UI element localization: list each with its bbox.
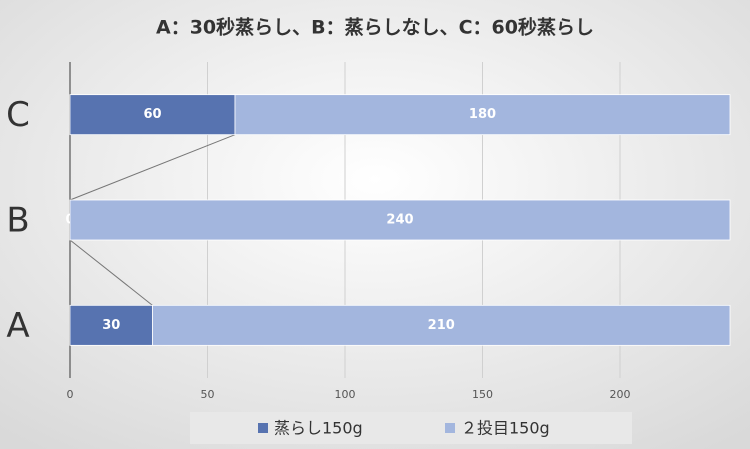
bar-segment — [234, 94, 731, 136]
chart-title: A：30秒蒸らし、B：蒸らしなし、C：60秒蒸らし — [156, 16, 594, 39]
y-tick-label: B — [6, 201, 29, 241]
bar-segment — [152, 304, 731, 346]
data-label: 210 — [428, 318, 455, 333]
legend-box — [190, 412, 632, 444]
bar-segment — [69, 199, 731, 241]
data-label: 60 — [143, 107, 161, 122]
y-tick-label: C — [6, 95, 30, 135]
data-label: 30 — [102, 318, 120, 333]
x-tick-label: 100 — [335, 388, 356, 401]
legend-swatch — [258, 423, 268, 433]
series-line — [69, 239, 153, 306]
data-label: 180 — [469, 107, 496, 122]
legend-label: 蒸らし150g — [274, 419, 363, 438]
y-tick-label: A — [6, 306, 29, 346]
x-tick-label: 50 — [201, 388, 215, 401]
data-label: 240 — [386, 213, 413, 228]
x-tick-label: 200 — [610, 388, 631, 401]
legend-label: ２投目150g — [461, 419, 550, 438]
x-tick-label: 0 — [67, 388, 74, 401]
series-line — [69, 134, 236, 201]
legend-swatch — [445, 423, 455, 433]
x-tick-label: 150 — [472, 388, 493, 401]
bar-segment — [69, 94, 236, 136]
